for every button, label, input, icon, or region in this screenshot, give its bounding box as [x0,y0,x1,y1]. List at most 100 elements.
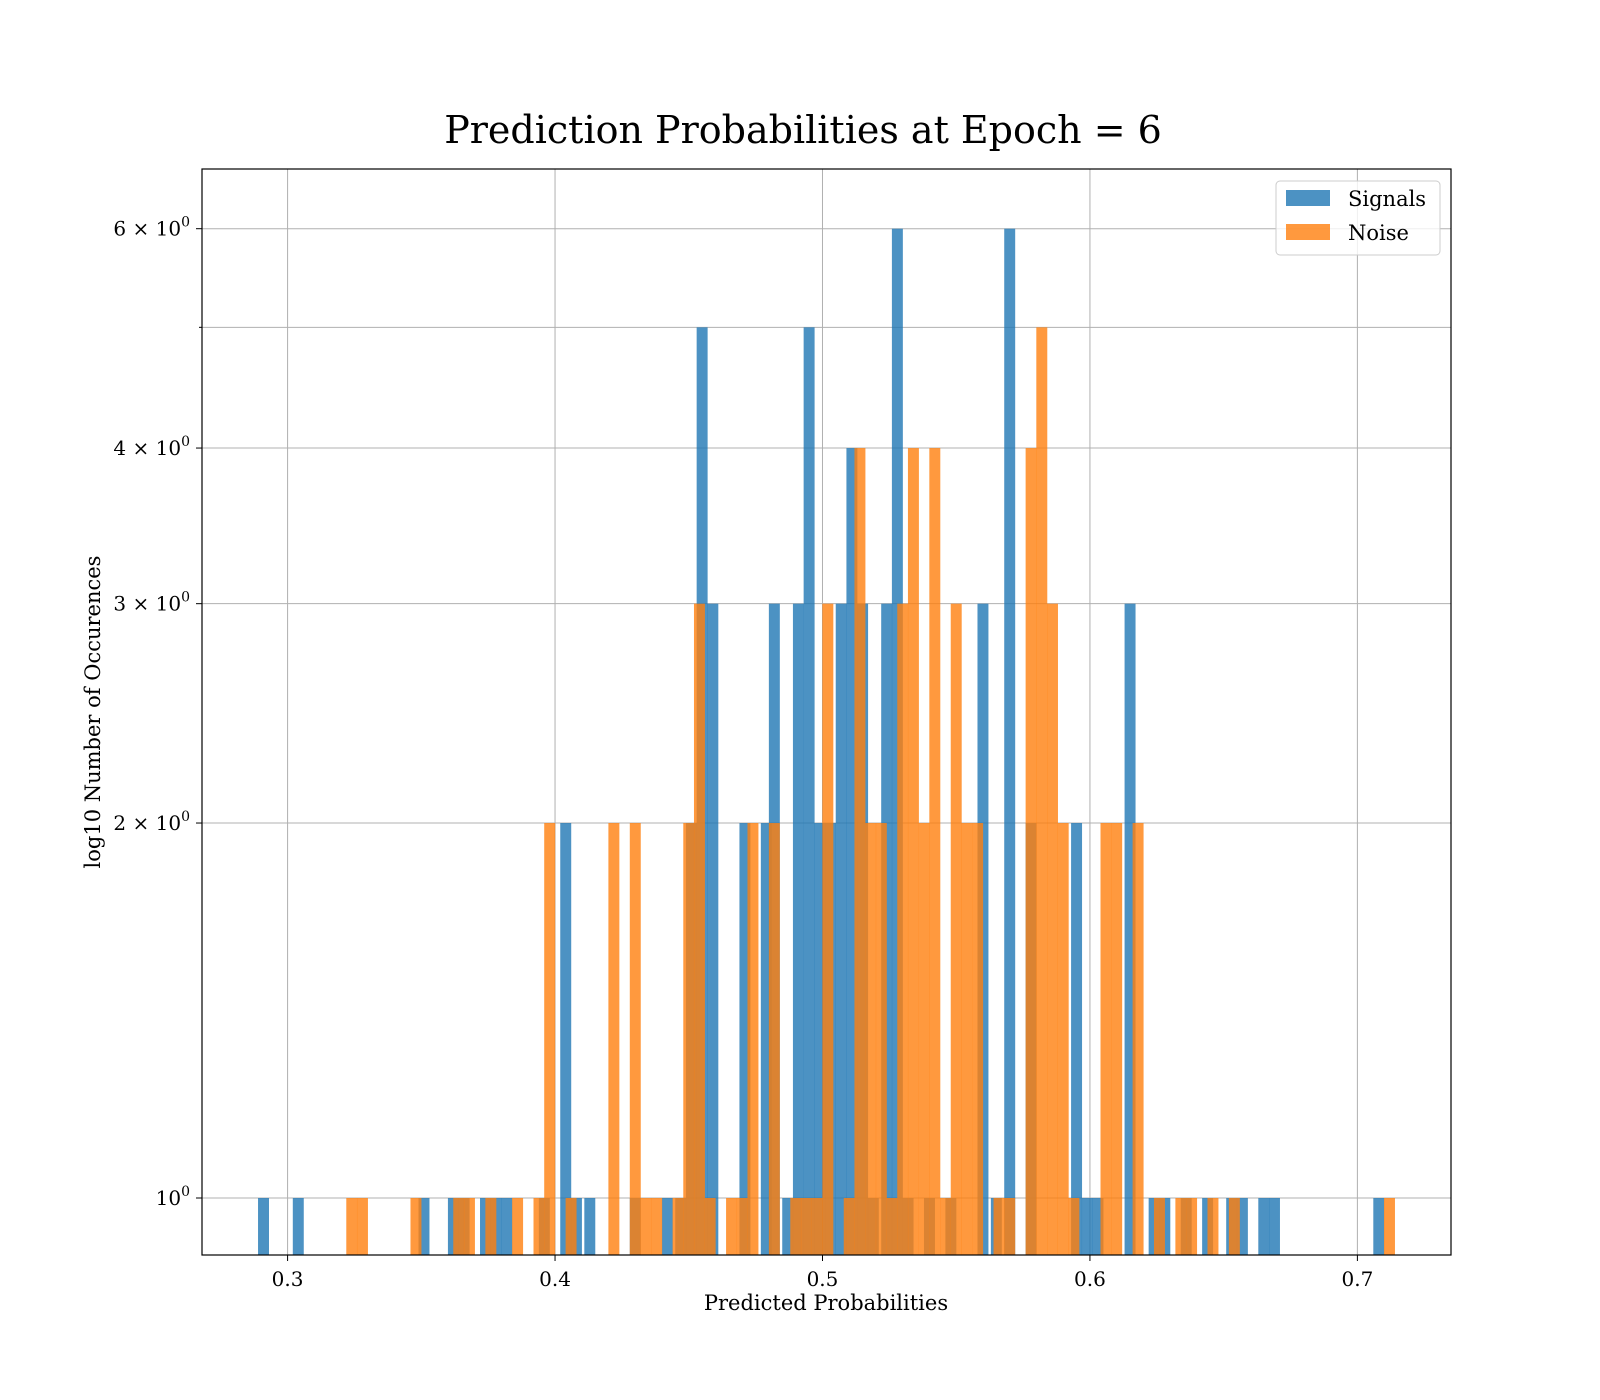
noise-bar [918,823,930,1255]
noise-bar [961,823,973,1255]
x-tick-label: 0.4 [539,1267,571,1291]
noise-bar [854,448,866,1256]
noise-bar [950,603,962,1255]
noise-bar [1047,603,1058,1255]
signals-bar [1268,1198,1280,1255]
noise-bar [463,1198,475,1255]
signals-bar [1258,1198,1270,1255]
signals-bar [1236,1198,1248,1255]
y-axis-label: log10 Number of Occurences [81,556,105,869]
noise-bar [533,1198,545,1255]
bars-layer [258,228,1395,1256]
noise-bar [993,1198,1005,1255]
noise-bar [897,603,909,1255]
signals-bar [418,1198,430,1255]
noise-bar [346,1198,358,1255]
legend-swatch-noise [1286,224,1330,240]
noise-bar [865,823,877,1255]
noise-bar [512,1198,524,1255]
y-tick-label: 2 × 100 [113,809,190,835]
x-axis-label: Predicted Probabilities [704,1291,948,1315]
noise-bar [747,823,759,1255]
signals-bar [835,603,847,1255]
signals-bar [560,823,572,1255]
noise-bar [736,1198,748,1255]
signals-bar [782,1198,794,1255]
noise-bar [1175,1198,1187,1255]
noise-bar [1100,823,1112,1255]
signals-bar [292,1198,304,1255]
noise-bar [704,1198,716,1255]
noise-bar [1057,823,1069,1255]
noise-bar [683,823,695,1255]
noise-bar [410,1198,422,1255]
noise-bar [608,823,620,1255]
noise-bar [1132,823,1144,1255]
noise-bar [1111,823,1123,1255]
noise-bar [790,1198,802,1255]
noise-bar [929,448,941,1256]
y-tick-label: 4 × 100 [113,434,190,460]
x-tick-label: 0.7 [1341,1267,1373,1291]
noise-bar [875,823,887,1255]
legend: Signals Noise [1275,180,1441,256]
noise-bar [886,1198,898,1255]
signals-bar [760,823,772,1255]
noise-bar [1186,1198,1198,1255]
noise-bar [544,823,556,1255]
x-tick-label: 0.5 [807,1267,839,1291]
noise-bar [1004,1198,1016,1255]
noise-bar [356,1198,368,1255]
noise-bar [1153,1198,1165,1255]
y-tick-label: 100 [156,1184,190,1210]
plot-frame [201,168,1452,1256]
signals-bar [846,448,858,1256]
noise-bar [693,603,705,1255]
noise-bar [651,1198,663,1255]
signals-bar [1071,823,1083,1255]
noise-bar [1384,1198,1395,1255]
signals-bar [814,823,826,1255]
chart-title: Prediction Probabilities at Epoch = 6 [444,108,1162,152]
signals-bar [584,1198,596,1255]
noise-bar [453,1198,465,1255]
noise-bar [1207,1198,1219,1255]
y-tick-label: 6 × 100 [113,215,190,241]
ticks-layer: 0.3 0.4 0.5 0.6 0.7 100 2 × 100 3 × 100 4 × 100 6… [113,215,1373,1291]
signals-bar [739,823,751,1255]
noise-bar [640,1198,652,1255]
noise-bar [1036,327,1048,1256]
noise-bar [565,1198,577,1255]
signals-bar [1124,603,1136,1255]
signals-bar [1373,1198,1385,1255]
noise-bar [726,1198,738,1255]
signals-bar [258,1198,269,1255]
legend-swatch-signals [1286,190,1330,206]
noise-bar [822,603,834,1255]
legend-label-signals: Signals [1348,187,1426,211]
legend-label-noise: Noise [1348,221,1409,245]
signals-bar [1004,228,1016,1256]
noise-bar [800,1198,812,1255]
signals-bar [792,603,804,1255]
signals-bar [1081,1198,1093,1255]
signals-bar [803,327,815,1256]
noise-bar [940,1198,951,1255]
noise-bar [907,448,919,1256]
noise-bar [1228,1198,1240,1255]
noise-bar [768,823,780,1255]
noise-bar [485,1198,497,1255]
noise-bar [972,823,984,1255]
signals-bar [1092,1198,1104,1255]
noise-bar [672,1198,684,1255]
noise-bar [811,1198,823,1255]
noise-bar [843,1198,855,1255]
noise-bar [629,823,641,1255]
signals-bar [661,1198,673,1255]
noise-bar [1025,448,1037,1256]
x-tick-label: 0.3 [272,1267,304,1291]
y-tick-label: 3 × 100 [113,590,190,616]
noise-bar [1068,1198,1080,1255]
x-tick-label: 0.6 [1074,1267,1106,1291]
